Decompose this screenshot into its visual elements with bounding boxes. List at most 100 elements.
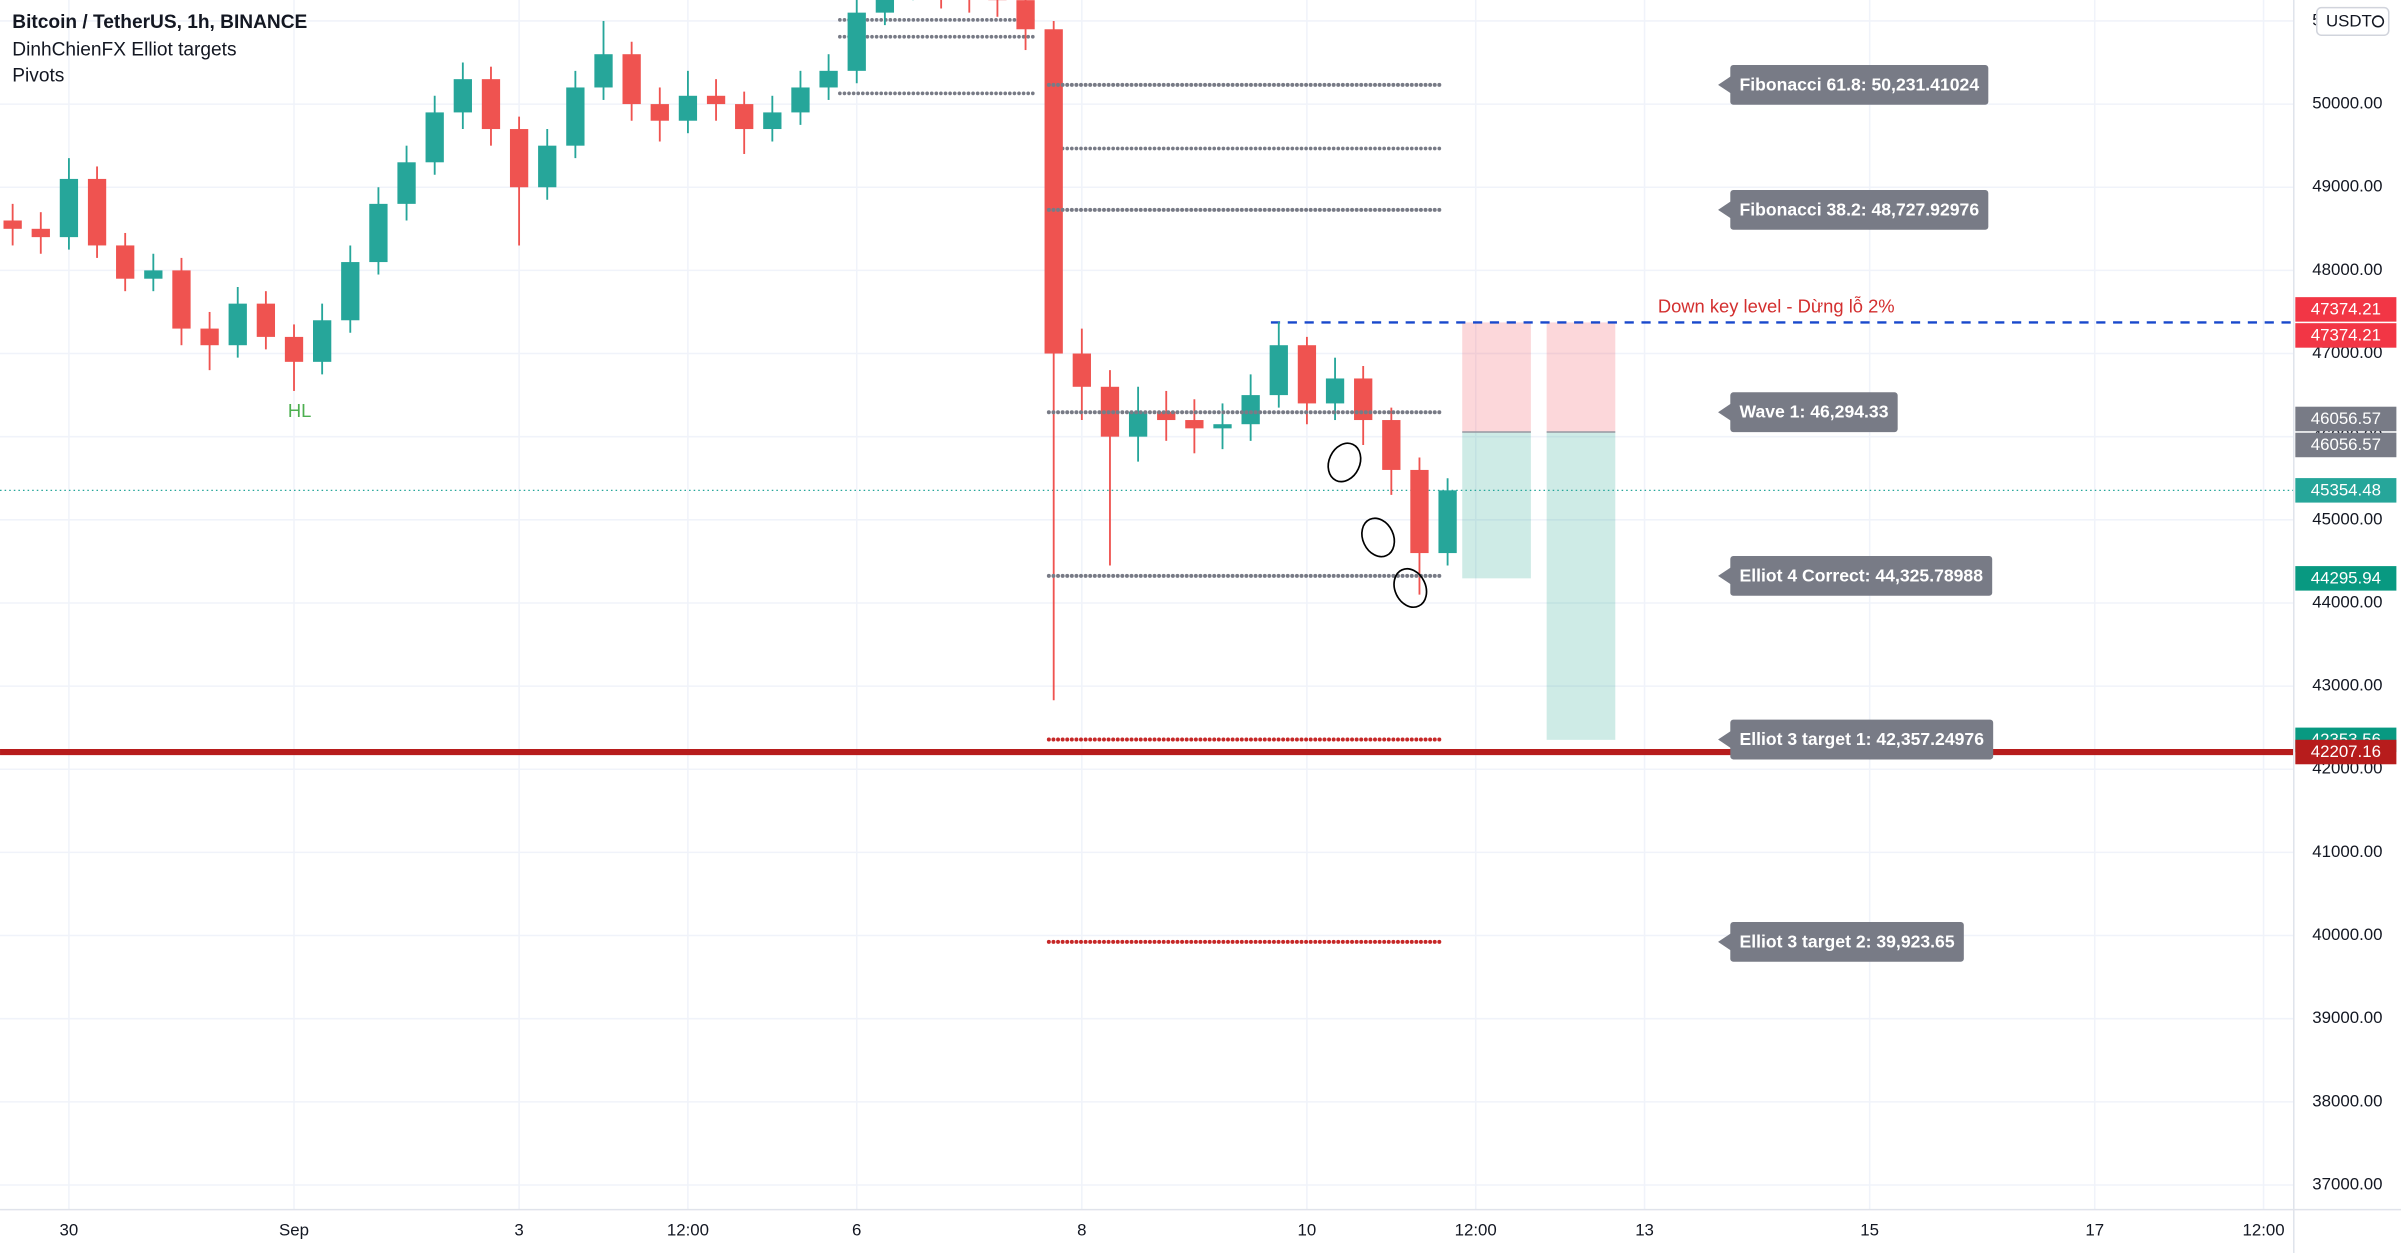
price-tag (2295, 739, 2397, 765)
level-label-arrow (1718, 75, 1732, 95)
candle-body (59, 178, 79, 238)
candle-body (256, 303, 276, 337)
price-tag-label: 47374.21 (2311, 326, 2381, 345)
candle-body (650, 104, 669, 121)
level-label: Fibonacci 61.8: 50,231.41024 (1739, 74, 1979, 94)
x-tick-label: 3 (514, 1221, 523, 1240)
price-tag (2295, 297, 2397, 322)
price-tag-label: 46056.57 (2311, 409, 2381, 428)
candle-body (1410, 469, 1429, 554)
candle-body (116, 245, 135, 279)
level-label: Elliot 3 target 2: 39,923.65 (1739, 931, 1954, 951)
price-tag-label: 47374.21 (2311, 300, 2381, 319)
y-tick-label: 47000.00 (2312, 343, 2382, 362)
legend-indicator: Pivots (12, 66, 64, 87)
candle-body (594, 54, 613, 88)
level-label-arrow (1718, 932, 1732, 952)
currency-badge[interactable] (2315, 6, 2390, 36)
candle-body (397, 162, 416, 204)
candle-body (228, 303, 247, 346)
x-tick-label: 12:00 (1455, 1221, 1497, 1240)
candle-body (1325, 378, 1345, 404)
candle-body (1354, 378, 1373, 421)
candle-body (369, 203, 388, 263)
level-label-box (1730, 719, 1994, 760)
candle-body (425, 112, 444, 163)
y-tick-label: 37000.00 (2312, 1174, 2382, 1193)
candle-body (847, 12, 866, 71)
currency-label: USDT (2326, 12, 2372, 31)
price-tag-label: 42207.16 (2311, 742, 2381, 761)
stop-zone (1462, 322, 1531, 432)
price-tag-label: 44295.94 (2311, 569, 2381, 588)
currency-icon (2371, 15, 2385, 28)
candle-body (566, 87, 585, 146)
y-tick-label: 38000.00 (2312, 1091, 2382, 1110)
price-tag (2295, 432, 2397, 458)
candle-body (735, 104, 754, 130)
annotation: HL (288, 400, 311, 421)
y-tick-label: 44000.00 (2312, 592, 2382, 611)
y-tick-label: 39000.00 (2312, 1008, 2382, 1027)
candle-body (706, 95, 726, 105)
circle-mark (1327, 442, 1362, 483)
target-zone (1462, 431, 1531, 579)
price-tag-label: 45354.48 (2311, 481, 2381, 500)
candle-body (172, 270, 191, 329)
target-zone (1546, 431, 1616, 740)
legend-symbol: Bitcoin / TetherUS, 1h, BINANCE (12, 12, 307, 33)
x-tick-label: 6 (852, 1221, 861, 1240)
candle-body (875, 0, 895, 13)
level-label-box (1730, 189, 1989, 230)
y-tick-label: 50000.00 (2312, 94, 2382, 113)
candle-body (87, 178, 107, 246)
level-label-arrow (1718, 403, 1732, 422)
candle-body (481, 79, 501, 130)
x-tick-label: 12:00 (667, 1221, 709, 1240)
price-axis-panel (2293, 0, 2401, 1253)
overlay: USDT Bitcoin / TetherUS, 1h, BINANCE Din… (12, 6, 2397, 962)
candle-body (144, 270, 163, 279)
x-tick-label: 15 (1860, 1221, 1879, 1240)
price-tag-label: 46056.57 (2311, 435, 2381, 454)
candle-body (763, 112, 782, 130)
candle-body (313, 320, 332, 362)
x-tick-label: 10 (1298, 1221, 1317, 1240)
level-label-box (1730, 392, 1898, 433)
level-label-box (1730, 921, 1964, 962)
price-tag (2295, 323, 2397, 348)
circle-mark (1361, 517, 1396, 558)
candle-body (1297, 345, 1317, 404)
level-label-box (1730, 555, 1993, 596)
candle-body (1072, 353, 1091, 387)
x-tick-label: 8 (1077, 1221, 1086, 1240)
price-tag (2295, 478, 2397, 503)
legend-indicator: DinhChienFX Elliot targets (12, 40, 236, 61)
x-tick-label: 12:00 (2242, 1221, 2284, 1240)
circle-annotations (1327, 442, 1428, 608)
candle-body (341, 262, 360, 321)
y-tick-label: 48000.00 (2312, 260, 2382, 279)
y-tick-label: 45000.00 (2312, 509, 2382, 528)
x-tick-label: 30 (60, 1221, 79, 1240)
x-tick-label: 13 (1635, 1221, 1654, 1240)
x-tick-label: 17 (2085, 1221, 2104, 1240)
time-axis-panel (0, 1209, 2401, 1253)
circle-mark (1393, 567, 1428, 608)
candle-body (538, 145, 557, 188)
y-tick-label: 41000.00 (2312, 842, 2382, 861)
candle-body (1044, 29, 1063, 354)
level-label: Fibonacci 38.2: 48,727.92976 (1739, 199, 1979, 219)
stop-zone (1546, 322, 1616, 432)
candle-body (791, 87, 810, 113)
level-label-arrow (1718, 566, 1732, 586)
candle-body (1185, 420, 1204, 429)
candle-body (3, 220, 22, 229)
price-tag (2295, 406, 2397, 432)
candle-body (1128, 411, 1148, 437)
x-tick-label: Sep (279, 1221, 309, 1240)
candle-body (819, 70, 838, 88)
price-tag (2295, 566, 2397, 591)
